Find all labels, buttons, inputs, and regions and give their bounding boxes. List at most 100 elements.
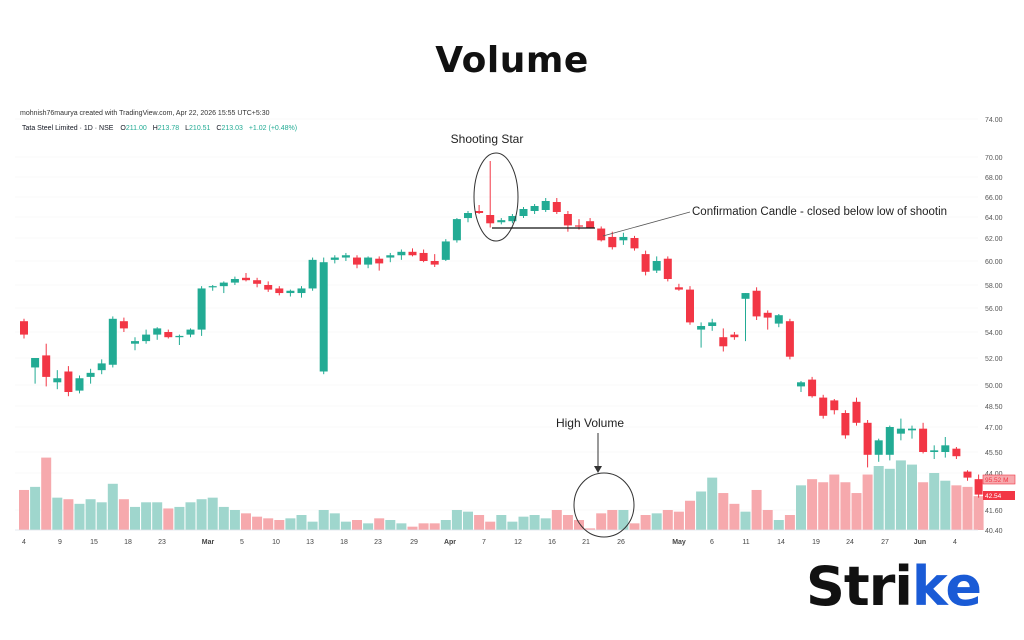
candle-body <box>97 363 106 371</box>
x-tick-label: 9 <box>58 539 62 546</box>
candle <box>364 256 373 269</box>
strike-logo: Strike <box>806 560 982 614</box>
x-tick-label: 27 <box>881 539 889 546</box>
candle <box>408 248 417 257</box>
volume-bar <box>773 520 784 530</box>
volume-bar <box>685 500 695 530</box>
candle <box>208 285 217 291</box>
candle <box>652 256 661 273</box>
volume-bar <box>141 502 152 530</box>
shooting-star-label: Shooting Star <box>451 132 524 146</box>
candle <box>908 425 916 439</box>
candle <box>785 318 794 360</box>
high-volume-label: High Volume <box>556 416 624 430</box>
volume-bar <box>940 480 951 530</box>
candle <box>175 334 184 345</box>
candle <box>663 256 672 282</box>
candle <box>930 445 939 459</box>
candle-body <box>597 228 606 241</box>
candle <box>430 254 439 267</box>
candle <box>763 310 772 330</box>
chart-credit: mohnish76maurya created with TradingView… <box>20 110 270 117</box>
volume-bar <box>41 457 52 530</box>
candle-body <box>586 221 595 228</box>
price-badge-value: 42.54 <box>985 493 1002 500</box>
candle-body <box>741 293 750 299</box>
x-tick-label: 19 <box>812 539 820 546</box>
x-tick-label: 23 <box>158 539 166 546</box>
candle-body <box>652 261 661 271</box>
candle-body <box>219 282 228 287</box>
confirmation-label: Confirmation Candle - closed below low o… <box>692 206 947 218</box>
volume-bar <box>96 502 107 530</box>
y-tick-label: 70.00 <box>985 155 1003 162</box>
candle-body <box>808 379 817 397</box>
candle-body <box>419 252 428 261</box>
candle-body <box>686 289 694 323</box>
candle <box>597 226 606 242</box>
ohlc-low-label: L <box>185 125 189 132</box>
candle <box>253 277 262 288</box>
volume-bar <box>363 523 374 530</box>
y-tick-label: 58.00 <box>985 283 1003 290</box>
x-tick-label: 24 <box>846 539 854 546</box>
candle-body <box>319 262 328 372</box>
candle <box>686 286 694 325</box>
volume-bar <box>340 521 351 530</box>
x-tick-label: 6 <box>710 539 714 546</box>
volume-bar <box>929 473 940 530</box>
candle <box>541 198 550 212</box>
candle-body <box>785 321 794 357</box>
candle-body <box>508 216 517 222</box>
candle-body <box>930 450 939 452</box>
x-tick-label: Jun <box>914 539 926 546</box>
candle <box>974 474 983 498</box>
candle-body <box>386 255 395 258</box>
volume-bar <box>19 489 29 530</box>
candle-body <box>641 254 650 272</box>
volume-bar <box>130 506 140 530</box>
ohlc-close-label: C <box>216 125 221 132</box>
volume-badge-value: 95.52 M <box>985 477 1009 484</box>
candle-body <box>919 428 928 452</box>
candle <box>353 255 361 269</box>
candle <box>197 286 206 336</box>
volume-bar <box>229 510 240 530</box>
candle <box>519 207 528 219</box>
volume-bar <box>784 515 795 530</box>
volume-bar <box>818 482 829 530</box>
y-tick-label: 48.50 <box>985 404 1003 411</box>
candle-body <box>486 215 495 224</box>
volume-bar <box>662 510 673 530</box>
candle <box>708 318 717 331</box>
candle <box>552 198 561 214</box>
candle-body <box>275 288 284 294</box>
candle <box>264 281 273 292</box>
candle-body <box>519 209 528 216</box>
x-tick-label: 12 <box>514 539 522 546</box>
volume-bar <box>574 520 584 530</box>
candle-body <box>75 378 84 391</box>
candle <box>841 410 850 439</box>
candle-body <box>863 422 872 455</box>
candle-body <box>253 280 262 284</box>
chart-container: 74.00 70.00 68.00 66.00 64.00 62.00 60.00 58.00… <box>0 100 1024 550</box>
candle-body <box>341 255 350 258</box>
volume-bar <box>196 499 207 530</box>
candle-body <box>697 326 706 330</box>
volume-bar <box>440 520 451 530</box>
candle <box>464 211 472 223</box>
volume-bar <box>252 516 263 530</box>
candle <box>97 359 106 375</box>
x-tick-label: 4 <box>22 539 26 546</box>
candle <box>741 293 750 342</box>
volume-bar <box>485 521 496 530</box>
y-tick-label: 62.00 <box>985 236 1003 243</box>
candle-body <box>264 285 273 290</box>
volume-bars <box>19 457 984 530</box>
candle <box>852 397 861 426</box>
x-tick-label: 18 <box>340 539 348 546</box>
x-tick-label: 4 <box>953 539 957 546</box>
candle <box>630 235 639 251</box>
volume-bar <box>751 489 762 530</box>
